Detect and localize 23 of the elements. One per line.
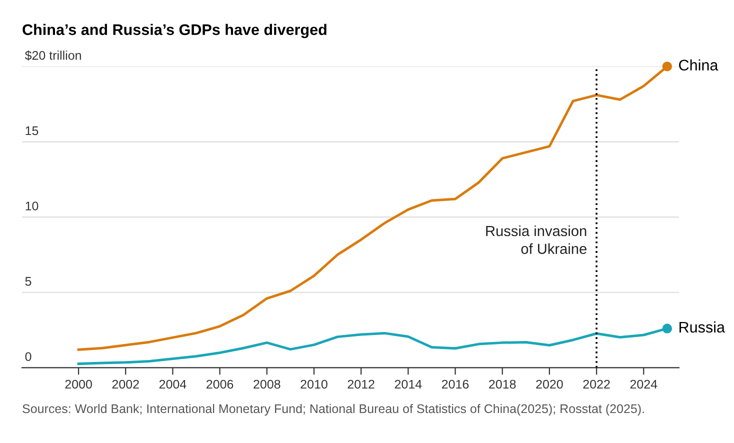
y-tick-label: 10: [26, 202, 38, 210]
x-tick-label: 2006: [206, 380, 234, 389]
y-tick-label: 5: [25, 277, 32, 286]
y-tick-label: $20 trillion: [24, 50, 81, 61]
x-tick-label: 2012: [348, 380, 374, 389]
x-tick-label: 2014: [394, 380, 422, 389]
x-tick-label: 2016: [442, 380, 469, 389]
source-note: Sources: World Bank; International Monetary Fund; National Bureau of Statistics of China(2025); Rosstat (2025).: [22, 404, 644, 416]
x-tick-label: 2024: [630, 380, 658, 389]
series-label: China: [679, 59, 718, 71]
x-tick-label: 2004: [159, 380, 186, 389]
y-tick-label: 0: [25, 352, 32, 362]
x-tick-label: 2020: [536, 380, 563, 389]
y-tick-label: 15: [26, 126, 38, 136]
x-tick-label: 2018: [489, 380, 516, 389]
x-tick-label: 2000: [65, 380, 92, 389]
x-tick-label: 2008: [254, 380, 280, 389]
x-tick-label: 2010: [300, 380, 328, 389]
series-label: Russia: [680, 321, 725, 333]
ref-line-label: Russia invasion of Ukraine: [486, 225, 586, 254]
x-tick-label: 2002: [112, 380, 139, 389]
chart-title: China’s and Russia’s GDPs have diverged: [22, 24, 326, 38]
x-tick-label: 2022: [583, 380, 610, 389]
